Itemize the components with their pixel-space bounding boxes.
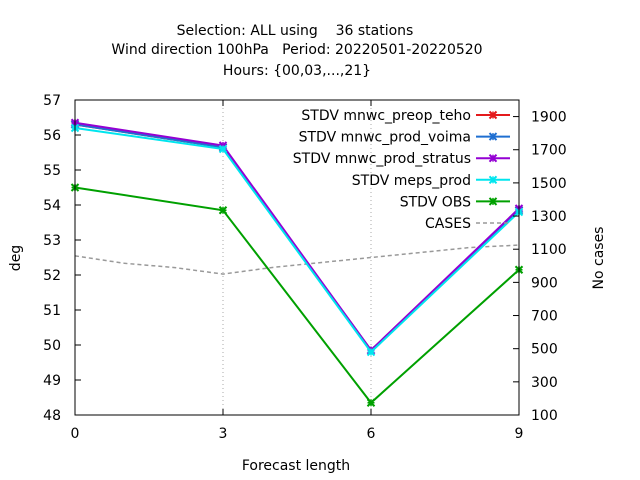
y2-tick-label: 900 [531,275,558,291]
x-tick-label: 3 [219,426,228,442]
y2-tick-label: 500 [531,342,558,358]
legend-marker [488,110,498,120]
series-line [74,186,520,405]
legend-marker [488,197,498,206]
y2-tick-label: 700 [531,309,558,325]
series-line [74,127,520,354]
y-tick-label: 52 [43,268,61,284]
y-tick-label: 53 [43,233,61,249]
x-tick-label: 6 [367,426,376,442]
legend-marker [488,132,498,141]
legend-label: STDV mnwc_prod_stratus [293,151,471,167]
grid [222,100,372,415]
chart-title: Selection: ALL using 36 stations Wind di… [111,23,482,79]
y2-tick-label: 1300 [531,209,567,225]
y2-tick-label: 1700 [531,143,567,159]
legend-label: STDV mnwc_prod_voima [299,130,471,146]
series-point [366,347,376,357]
title-line-2: Wind direction 100hPa Period: 20220501-2… [111,42,482,58]
series-line [74,244,520,275]
legend-marker [488,153,498,163]
y-tick-label: 57 [43,93,61,109]
axes: 0 3 6 9 48 49 50 51 52 53 54 55 56 57 100 300 500 700 900 1… [43,93,566,442]
y2-tick-label: 1100 [531,242,567,258]
legend-label: CASES [425,216,471,232]
y2-tick-label: 300 [531,375,558,391]
y-tick-label: 48 [43,408,61,424]
y2-tick-label: 1500 [531,176,567,192]
y2-tick-label: 1900 [531,110,567,126]
y-axis-label: deg [8,245,24,271]
plot-border [74,99,520,416]
series-point [366,398,376,407]
series-point [218,206,228,215]
series-line [74,121,520,352]
y-tick-label: 54 [43,198,61,214]
legend-label: STDV OBS [400,194,471,210]
legend-marker [488,175,498,185]
y-tick-label: 50 [43,338,61,354]
x-axis-label: Forecast length [242,458,350,474]
legend-label: STDV meps_prod [352,173,471,189]
legend-label: STDV mnwc_preop_teho [301,108,471,124]
y-tick-label: 56 [43,128,61,144]
y-tick-label: 51 [43,303,61,319]
title-line-3: Hours: {00,03,...,21} [223,63,371,79]
y2-axis-label: No cases [591,227,607,290]
legend: STDV mnwc_preop_teho STDV mnwc_prod_voima… [293,108,510,232]
x-tick-label: 0 [71,426,80,442]
x-tick-label: 9 [515,426,524,442]
title-line-1: Selection: ALL using 36 stations [177,23,414,39]
y-tick-label: 55 [43,163,61,179]
series-point [218,144,228,154]
y2-tick-label: 100 [531,408,558,424]
y-tick-label: 49 [43,373,61,389]
